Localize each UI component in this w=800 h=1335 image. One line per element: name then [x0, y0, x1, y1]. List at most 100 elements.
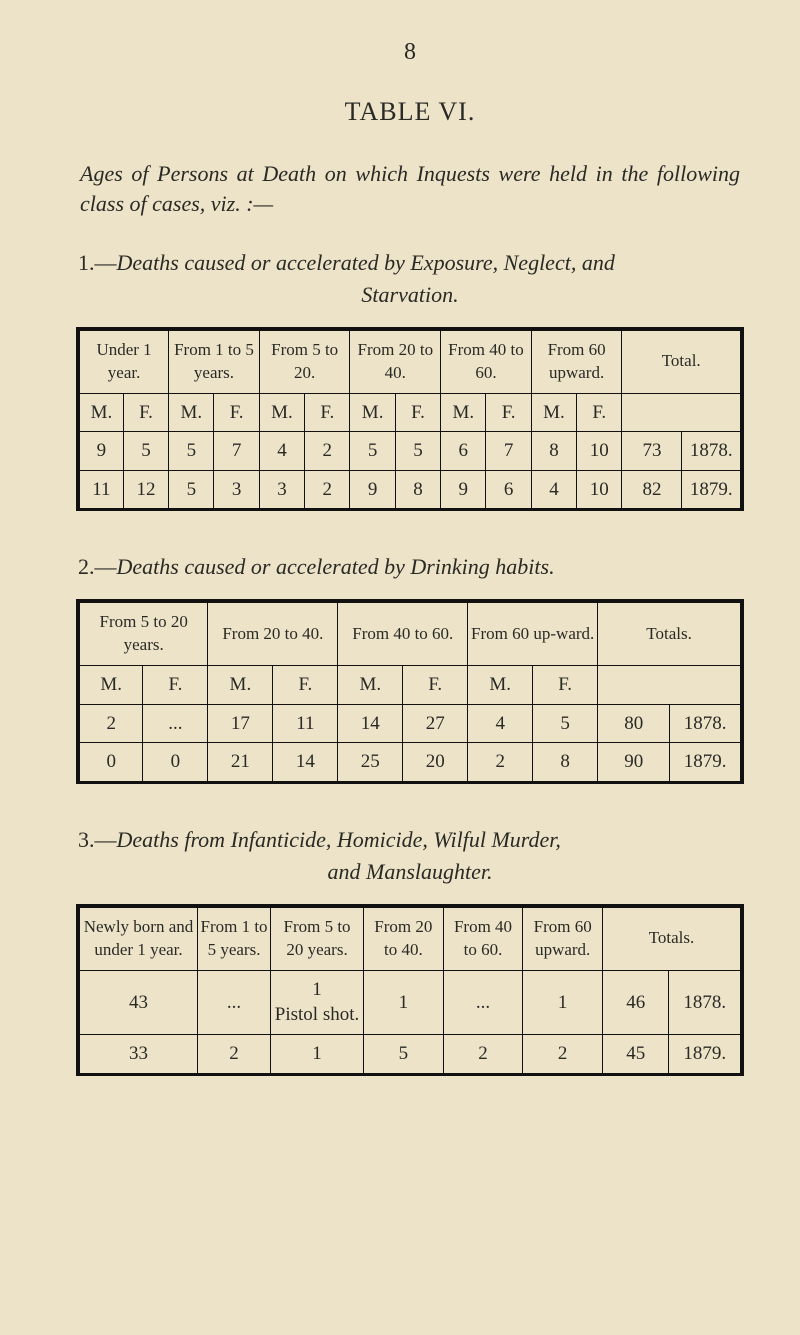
cell: 11 [78, 470, 123, 510]
cell: 4 [259, 432, 304, 471]
t1-mf: F. [123, 393, 168, 432]
t1-mf: F. [395, 393, 440, 432]
cell: 1 [364, 970, 444, 1034]
t1-h6: Total. [622, 329, 742, 393]
cell: 0 [78, 743, 143, 783]
cell: 8 [531, 432, 576, 471]
section3-italic: Infanticide, Homicide, Wilful Murder, [231, 827, 561, 852]
cell: 5 [169, 470, 214, 510]
cell: 6 [486, 470, 531, 510]
cell: 3 [214, 470, 259, 510]
cell: 4 [531, 470, 576, 510]
t2-mf: F. [403, 666, 468, 705]
section3-lead: Deaths from [117, 827, 231, 852]
cell: 1878. [682, 432, 742, 471]
cell: 73 [622, 432, 682, 471]
section1-italic: Exposure, Neglect, and [410, 250, 614, 275]
table-row: 95 57 42 55 67 810 731878. [78, 432, 742, 471]
section2-lead: Deaths caused or accelerated by [117, 554, 411, 579]
t2-h0: From 5 to 20 years. [78, 601, 208, 665]
cell: 10 [577, 470, 622, 510]
table-row: 00 2114 2520 28 901879. [78, 743, 742, 783]
table-2: From 5 to 20 years. From 20 to 40. From … [76, 599, 744, 784]
t1-h5: From 60 upward. [531, 329, 622, 393]
cell: 9 [350, 470, 395, 510]
table-title: TABLE VI. [76, 94, 744, 129]
cell: 12 [123, 470, 168, 510]
intro-paragraph: Ages of Persons at Death on which Inques… [80, 159, 740, 218]
cell: 7 [214, 432, 259, 471]
section2-italic: Drinking habits. [410, 554, 554, 579]
cell: 1 [523, 970, 603, 1034]
cell: 9 [78, 432, 123, 471]
t1-mf: M. [78, 393, 123, 432]
t1-h1: From 1 to 5 years. [169, 329, 260, 393]
t2-mf: M. [208, 666, 273, 705]
section2-heading: 2.—Deaths caused or accelerated by Drink… [78, 551, 742, 583]
cell: 21 [208, 743, 273, 783]
t2-h3: From 60 up-ward. [468, 601, 598, 665]
t1-mf: M. [350, 393, 395, 432]
t2-h1: From 20 to 40. [208, 601, 338, 665]
t2-h4: Totals. [598, 601, 742, 665]
cell: 5 [169, 432, 214, 471]
t2-mf: F. [533, 666, 598, 705]
cell: 5 [123, 432, 168, 471]
t1-h2: From 5 to 20. [259, 329, 350, 393]
t1-mf: F. [486, 393, 531, 432]
section1-number: 1.— [78, 247, 117, 279]
cell: 5 [533, 704, 598, 743]
cell: 14 [273, 743, 338, 783]
cell: 2 [443, 1035, 523, 1075]
cell: 8 [533, 743, 598, 783]
section3-center: and Manslaughter. [78, 856, 742, 888]
cell: 2 [78, 704, 143, 743]
cell: 1879. [682, 470, 742, 510]
table-row: 33 2 1 5 2 2 45 1879. [78, 1035, 742, 1075]
cell: 5 [364, 1035, 444, 1075]
cell: 2 [468, 743, 533, 783]
section1-center: Starvation. [78, 279, 742, 311]
t2-mf [598, 666, 742, 705]
cell: 27 [403, 704, 468, 743]
t1-mf: M. [259, 393, 304, 432]
cell: 3 [259, 470, 304, 510]
t1-mf: F. [577, 393, 622, 432]
cell: 33 [78, 1035, 198, 1075]
section2-number: 2.— [78, 551, 117, 583]
section1-heading: 1.—Deaths caused or accelerated by Expos… [78, 247, 742, 311]
cell: 1 Pistol shot. [271, 970, 364, 1034]
cell: 14 [338, 704, 403, 743]
table-row: 43 ... 1 Pistol shot. 1 ... 1 46 1878. [78, 970, 742, 1034]
cell: 8 [395, 470, 440, 510]
table-row: 1112 53 32 98 96 410 821879. [78, 470, 742, 510]
cell: 0 [143, 743, 208, 783]
page-number: 8 [76, 36, 744, 68]
section3-heading: 3.—Deaths from Infanticide, Homicide, Wi… [78, 824, 742, 888]
cell: 5 [395, 432, 440, 471]
cell: 11 [273, 704, 338, 743]
cell: 10 [577, 432, 622, 471]
cell: 5 [350, 432, 395, 471]
t1-h3: From 20 to 40. [350, 329, 441, 393]
cell: 43 [78, 970, 198, 1034]
table-3: Newly born and under 1 year. From 1 to 5… [76, 904, 744, 1076]
cell: 9 [441, 470, 486, 510]
t3-h4: From 40 to 60. [443, 906, 523, 970]
t3-h5: From 60 upward. [523, 906, 603, 970]
t2-mf: M. [338, 666, 403, 705]
cell: 90 [598, 743, 670, 783]
cell: 1879. [669, 1035, 742, 1075]
cell: 2 [523, 1035, 603, 1075]
section1-lead: Deaths caused or accelerated by [117, 250, 411, 275]
table-row: 2... 1711 1427 45 801878. [78, 704, 742, 743]
t3-h6: Totals. [603, 906, 742, 970]
cell: 20 [403, 743, 468, 783]
cell: 17 [208, 704, 273, 743]
t1-mf: F. [214, 393, 259, 432]
t3-h0: Newly born and under 1 year. [78, 906, 198, 970]
t2-mf: F. [273, 666, 338, 705]
cell: 46 [603, 970, 669, 1034]
cell: 1878. [670, 704, 742, 743]
t2-mf: M. [468, 666, 533, 705]
